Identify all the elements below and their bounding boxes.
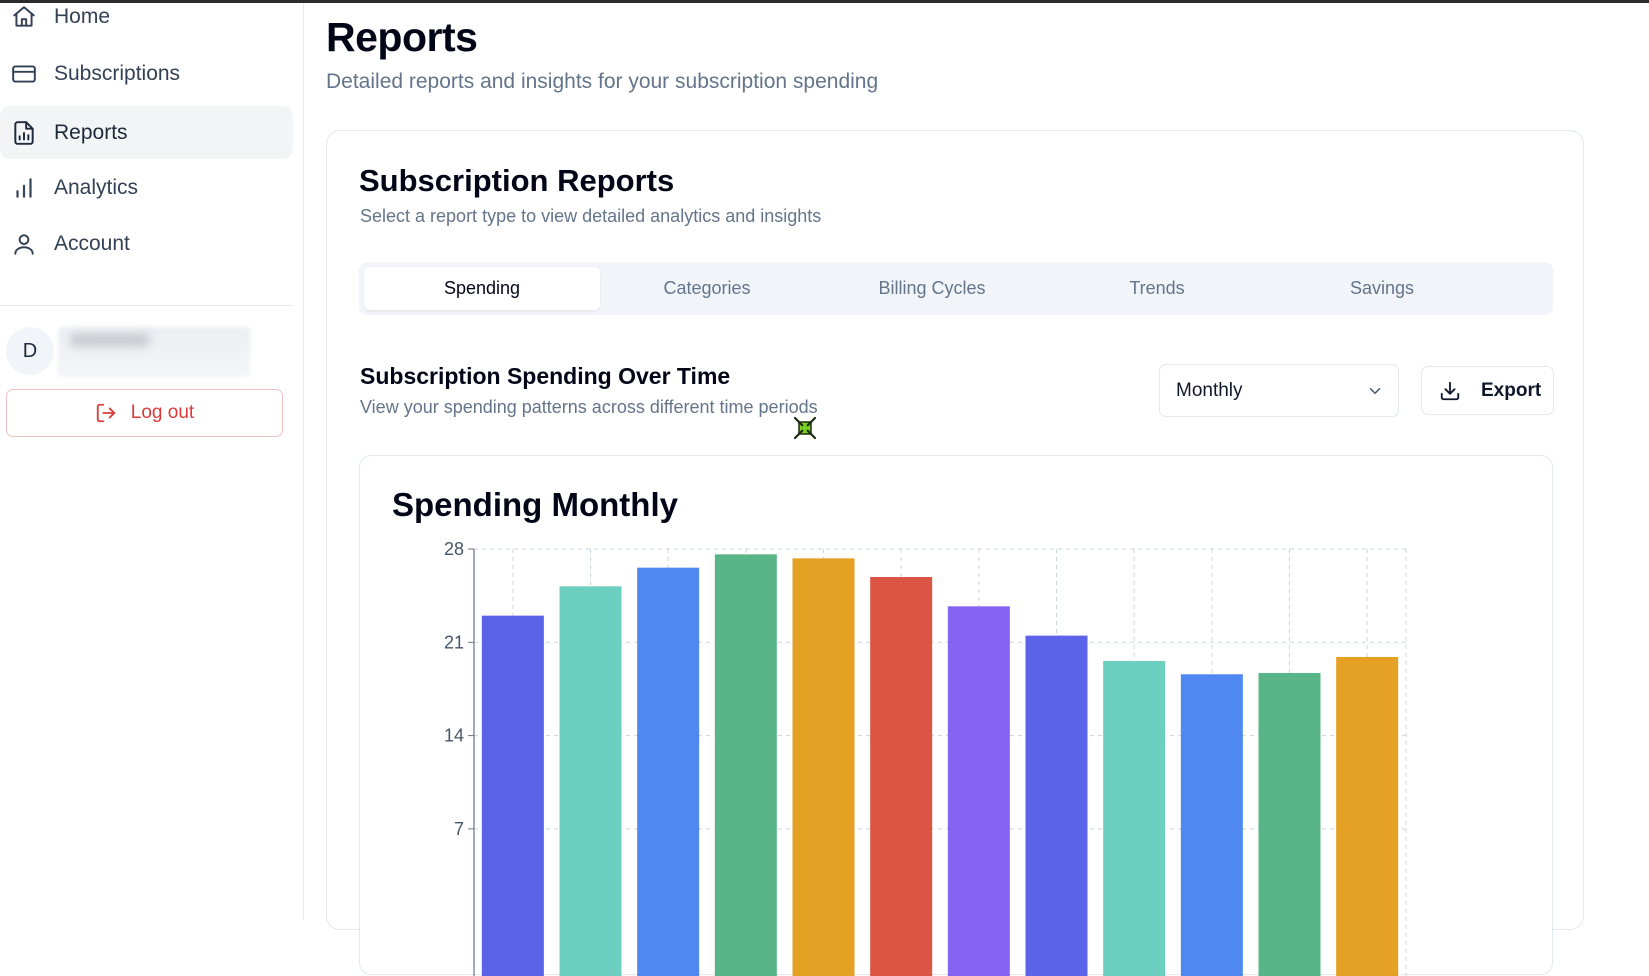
sidebar-item-analytics[interactable]: Analytics [0, 161, 293, 214]
sidebar-item-home[interactable]: Home [0, 0, 293, 43]
bar [559, 586, 622, 976]
period-select[interactable]: Monthly [1159, 364, 1399, 417]
export-label: Export [1481, 379, 1542, 401]
logout-label: Log out [130, 402, 195, 423]
y-tick-label: 14 [444, 726, 464, 746]
sidebar-item-label: Subscriptions [54, 61, 181, 85]
sidebar-item-label: Reports [54, 120, 128, 144]
y-tick-label: 7 [454, 819, 464, 839]
chevron-down-icon [1369, 388, 1381, 394]
bar [1180, 674, 1243, 976]
bar [481, 615, 544, 976]
bar-chart-icon [16, 177, 32, 198]
logout-icon [96, 403, 115, 423]
bar [637, 567, 700, 976]
user-icon [14, 233, 34, 255]
sidebar-divider [0, 305, 293, 306]
sidebar-item-label: Account [54, 231, 130, 255]
sidebar-item-account[interactable]: Account [0, 217, 293, 270]
bar [1103, 660, 1166, 976]
sidebar-item-label: Analytics [54, 175, 139, 199]
home-icon [13, 5, 35, 27]
bar [870, 576, 933, 976]
tab-savings[interactable]: Savings [1349, 278, 1415, 298]
tab-categories[interactable]: Categories [663, 278, 751, 298]
cursor-move-icon [793, 416, 817, 440]
sidebar-item-reports[interactable]: Reports [0, 106, 293, 159]
download-icon [1440, 381, 1460, 401]
sidebar-item-label: Home [54, 4, 111, 28]
avatar: D [6, 327, 54, 375]
bar [1258, 672, 1321, 976]
card-subtitle: Select a report type to view detailed an… [360, 206, 822, 226]
bar [947, 606, 1010, 976]
section-subtitle: View your spending patterns across diffe… [360, 397, 818, 417]
spending-bar-chart: 7 14 21 28 [444, 539, 1407, 976]
section-title: Subscription Spending Over Time [360, 363, 731, 389]
bar [714, 554, 777, 976]
sidebar-item-subscriptions[interactable]: Subscriptions [0, 47, 293, 100]
y-tick-label: 21 [444, 632, 464, 652]
period-select-value: Monthly [1176, 379, 1243, 401]
tab-spending[interactable]: Spending [364, 267, 600, 310]
page-title: Reports [326, 14, 478, 60]
user-profile[interactable]: D [6, 323, 296, 379]
chart-card: Spending Monthly 7 14 21 28 [359, 455, 1553, 976]
y-tick-label: 28 [444, 539, 464, 559]
report-type-tabs: Spending Categories Billing Cycles Trend… [359, 262, 1553, 315]
bar [1025, 635, 1088, 976]
bar [792, 558, 855, 976]
user-name-redacted [58, 327, 250, 377]
bar [1336, 656, 1399, 976]
page-subtitle: Detailed reports and insights for your s… [326, 70, 879, 93]
logout-button[interactable]: Log out [6, 389, 283, 437]
window-top-edge [0, 0, 1649, 3]
credit-card-icon [12, 64, 36, 83]
chart-title: Spending Monthly [392, 486, 678, 523]
tab-billing-cycles[interactable]: Billing Cycles [878, 278, 986, 298]
export-button[interactable]: Export [1421, 366, 1554, 415]
card-title: Subscription Reports [359, 163, 675, 198]
sidebar: Home Subscriptions Reports Analytics Acc… [0, 3, 304, 919]
tab-trends[interactable]: Trends [1129, 278, 1185, 298]
file-chart-icon [14, 120, 34, 145]
